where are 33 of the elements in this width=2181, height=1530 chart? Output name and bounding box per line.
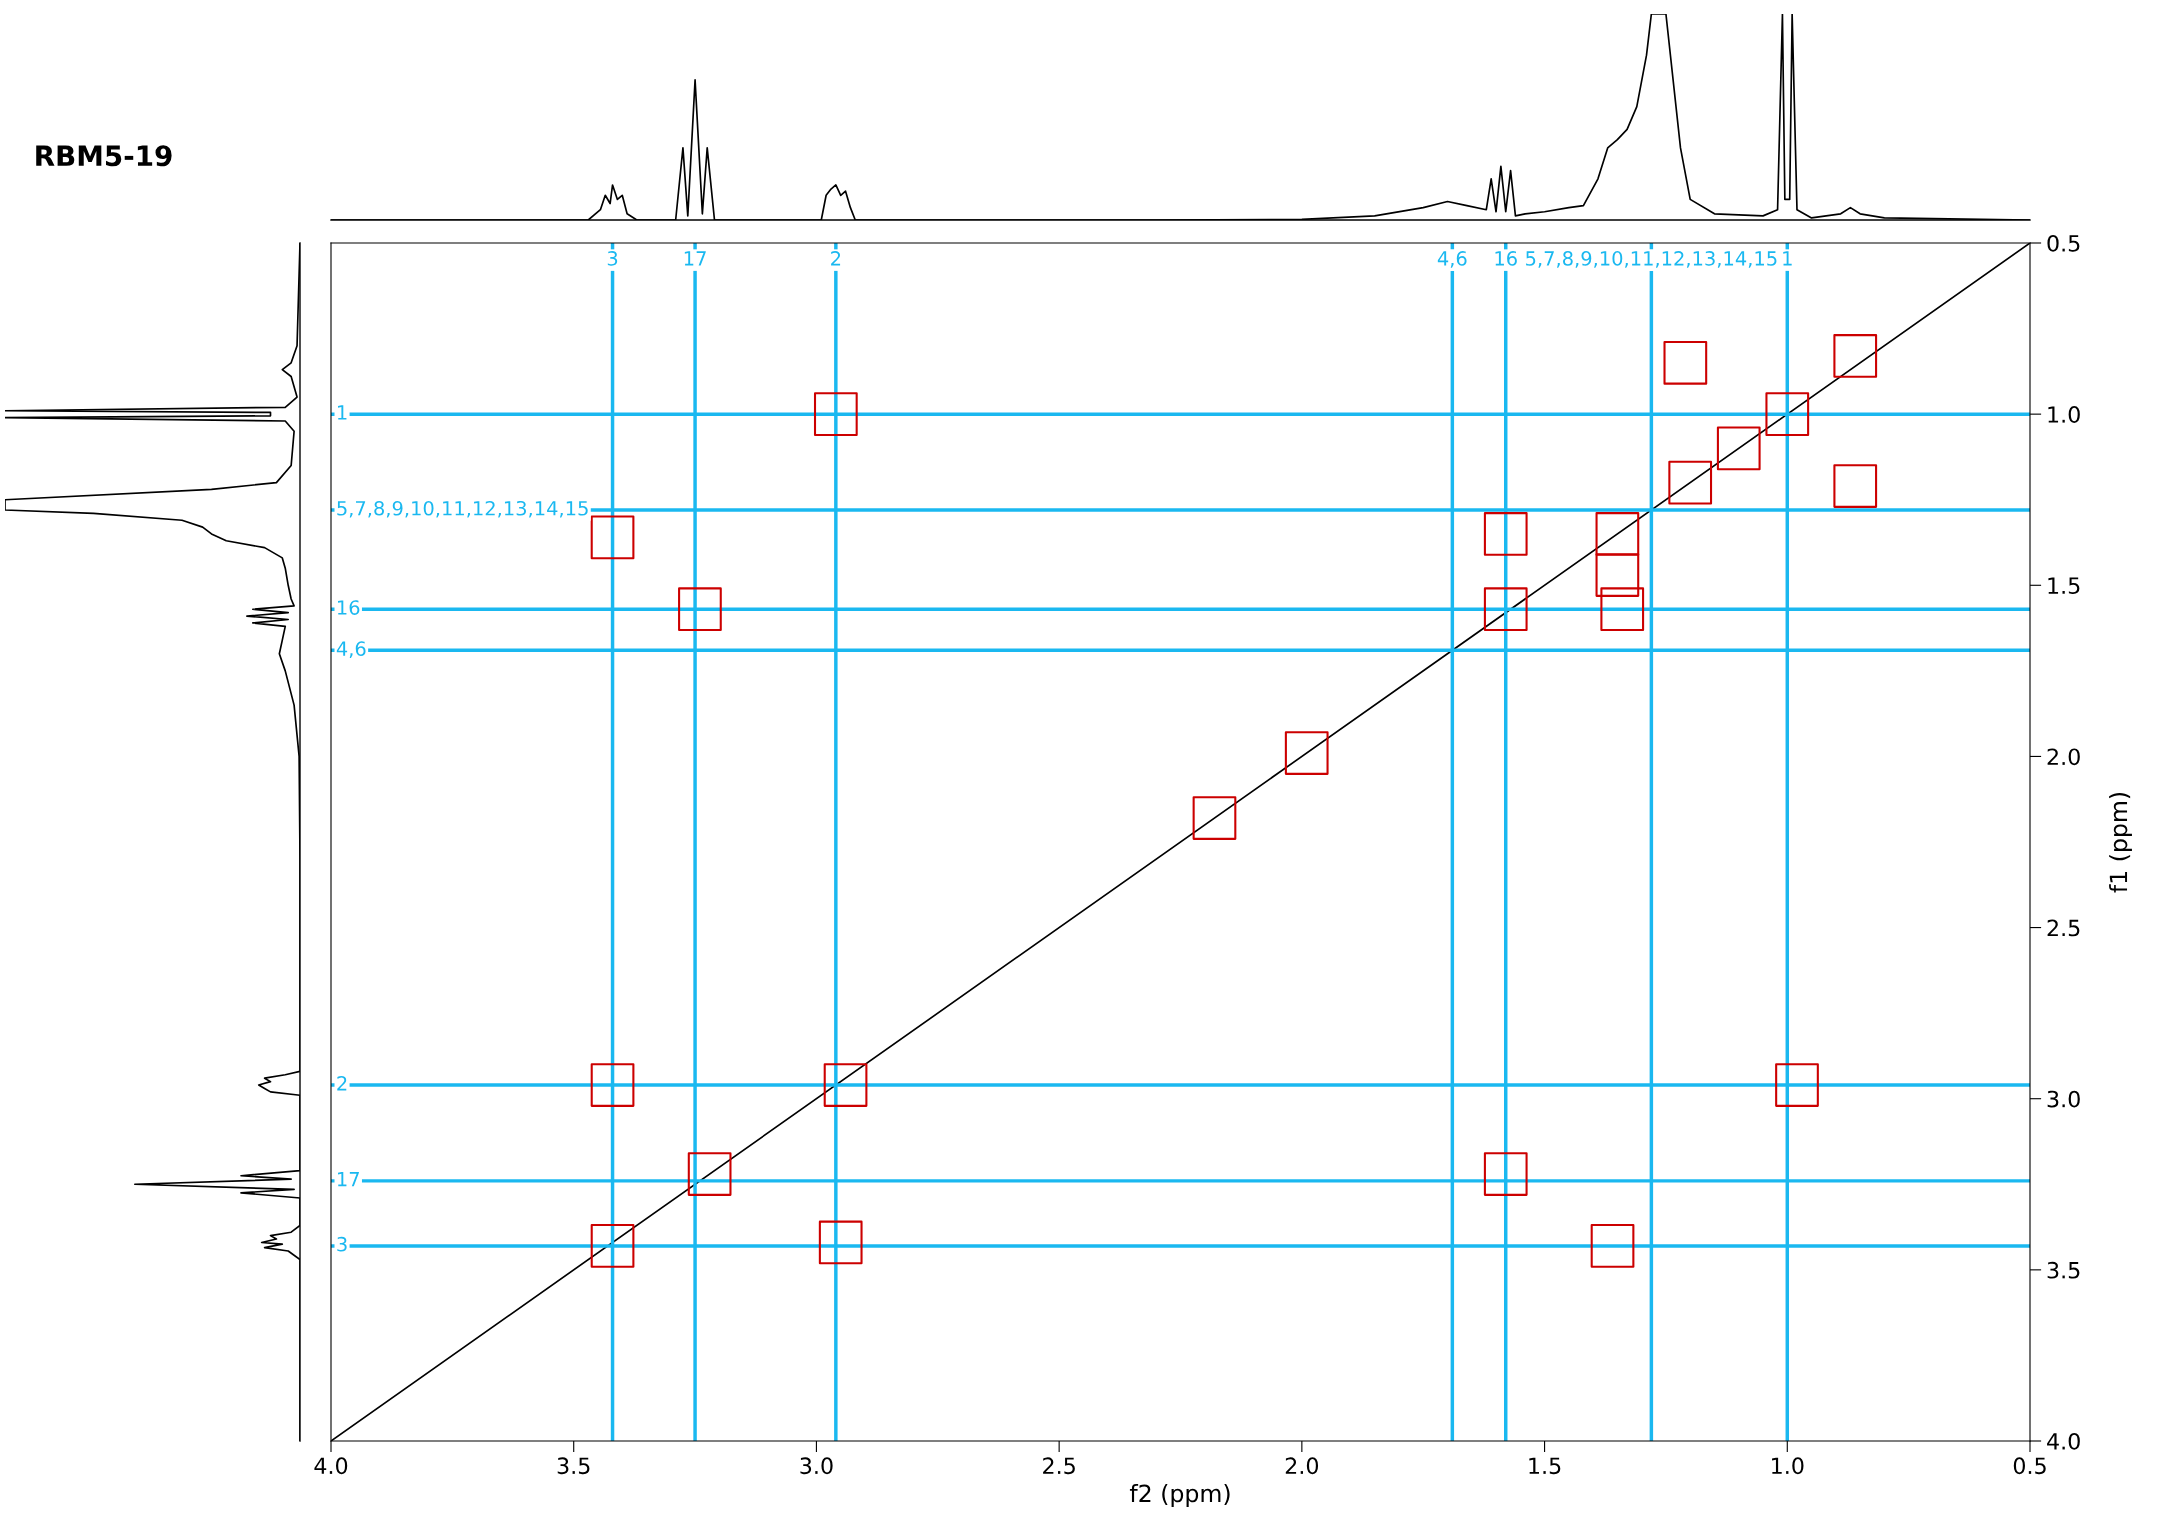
annotation: 5,7,8,9,10,11,12,13,14,15	[1526, 251, 1777, 268]
annotation: 2	[337, 1075, 347, 1091]
annotation: 4,6	[336, 641, 366, 658]
y-tick-label: 3.0	[2047, 1090, 2080, 1108]
y-tick-label: 0.5	[2047, 234, 2080, 252]
y-tick-label: 4.0	[2047, 1432, 2080, 1450]
x-tick-label: 0.5	[2013, 1457, 2046, 1475]
x-axis-title: f2 (ppm)	[1129, 1484, 1230, 1507]
y-tick-label: 1.5	[2048, 577, 2080, 595]
x-tick-label: 2.5	[1043, 1457, 1075, 1475]
annotation: 16	[337, 600, 360, 615]
annotation: 2	[831, 251, 841, 266]
y-tick-label: 1.0	[2048, 406, 2080, 423]
annotation: 17	[337, 1172, 359, 1187]
annotation: 1	[1783, 251, 1792, 266]
annotation: 16	[1495, 251, 1517, 266]
annotation: 4,6	[1437, 251, 1467, 268]
x-tick-label: 3.0	[800, 1457, 833, 1475]
annotation: 17	[684, 251, 706, 266]
annotation: 3	[337, 1236, 347, 1252]
x-tick-label: 2.0	[1285, 1457, 1319, 1475]
y-tick-label: 2.0	[2047, 748, 2080, 766]
y-tick-label: 3.5	[2047, 1261, 2080, 1279]
annotation: 1	[337, 405, 347, 420]
y-tick-label: 2.5	[2047, 919, 2080, 937]
annotation: 3	[607, 251, 618, 266]
x-tick-label: 3.5	[557, 1457, 590, 1475]
x-tick-label: 4.0	[314, 1457, 348, 1475]
x-tick-label: 1.0	[1772, 1457, 1804, 1475]
x-tick-label: 1.5	[1529, 1457, 1561, 1475]
y-axis-title: f1 (ppm)	[2109, 792, 2132, 893]
annotation: 5,7,8,9,10,11,12,13,14,15	[337, 500, 588, 518]
text: RBM5-19	[36, 145, 172, 167]
